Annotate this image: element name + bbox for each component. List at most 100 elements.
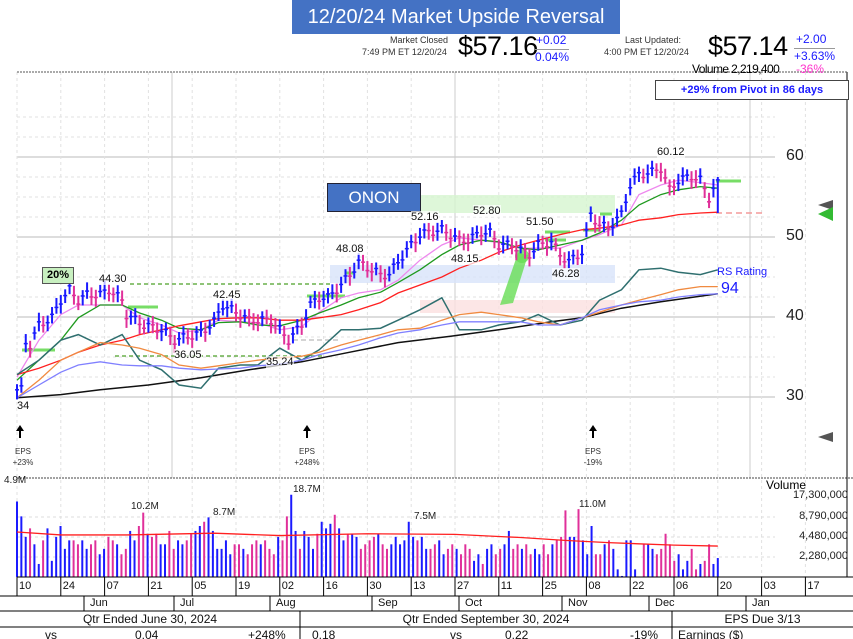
price-axis-label: 60 xyxy=(786,147,804,164)
date-tick-label: 08 xyxy=(588,580,601,592)
after-hours-time: 7:49 PM ET 12/20/24 xyxy=(362,47,447,57)
qtr-cell: vs xyxy=(45,628,57,639)
volume-change-pct: -36% xyxy=(796,62,825,76)
chart-title: 12/20/24 Market Upside Reversal xyxy=(292,0,620,34)
volume-average-line xyxy=(16,531,718,547)
price-change-pct: +3.63% xyxy=(794,48,836,63)
date-tick-label: 25 xyxy=(544,580,557,592)
moving-average-lines xyxy=(16,179,718,399)
date-tick-label: 27 xyxy=(457,580,470,592)
date-tick-label: 07 xyxy=(106,580,119,592)
resistance-zone xyxy=(420,195,615,213)
pivot-note: +29% from Pivot in 86 days xyxy=(655,80,849,100)
support-zone xyxy=(420,300,615,313)
price-label: 60.12 xyxy=(657,146,685,158)
price-label: 51.50 xyxy=(526,216,554,228)
price-axis-label: 40 xyxy=(786,307,804,324)
after-hours-price: $57.16 xyxy=(458,31,538,61)
volume-label: Volume xyxy=(692,62,729,76)
month-label: Nov xyxy=(568,597,588,609)
date-tick-label: 03 xyxy=(763,580,776,592)
grid xyxy=(16,72,806,596)
price-label: 36.05 xyxy=(174,349,202,361)
black-ma-line xyxy=(16,293,718,399)
frame xyxy=(0,71,853,639)
after-hours-change-pct: 0.04% xyxy=(535,49,570,64)
date-tick-label: 06 xyxy=(676,580,689,592)
gain-badge: 20% xyxy=(42,267,74,284)
qtr-cell: Earnings ($) xyxy=(678,628,744,639)
price-label: 52.16 xyxy=(411,211,439,223)
price-label: 35.24 xyxy=(266,356,294,368)
after-hours-status: Market Closed xyxy=(390,35,449,45)
quarter-header: Qtr Ended September 30, 2024 xyxy=(402,612,570,626)
volume-bars xyxy=(16,494,719,577)
price-change: +2.00 xyxy=(796,32,827,46)
volume-peak-label: 10.2M xyxy=(131,501,159,512)
10-day-ma-line xyxy=(16,179,718,378)
volume-axis-label: 4,480,000 xyxy=(799,530,848,542)
buy-marker-icon xyxy=(818,207,833,221)
price-label: 34 xyxy=(17,400,30,412)
date-tick-label: 21 xyxy=(150,580,163,592)
quarter-header: Qtr Ended June 30, 2024 xyxy=(82,612,218,626)
qtr-cell: 0.04 xyxy=(135,628,159,639)
rs-rating-value: 94 xyxy=(721,280,739,297)
month-label: Jul xyxy=(180,597,195,609)
price-label: 46.28 xyxy=(552,268,580,280)
date-tick-label: 20 xyxy=(719,580,733,592)
volume-peak-label: 18.7M xyxy=(293,484,321,495)
month-label: Oct xyxy=(465,597,483,609)
eps-label: EPS xyxy=(584,447,601,456)
rs-line-line xyxy=(16,267,718,390)
price-label: 44.30 xyxy=(99,273,127,285)
eps-change: +23% xyxy=(12,458,34,467)
after-hours-change: +0.02 xyxy=(536,33,567,47)
volume-peak-label: 11.0M xyxy=(579,499,607,510)
volume-value: 2,219,400 xyxy=(731,62,780,76)
eps-label: EPS xyxy=(14,447,31,456)
date-tick-label: 22 xyxy=(632,580,645,592)
price-axis-label: 30 xyxy=(786,387,804,404)
qtr-cell: 0.18 xyxy=(312,628,336,639)
eps-arrow-icon xyxy=(303,425,311,438)
volume-peak-label: 7.5M xyxy=(414,511,437,522)
price-marker-icon xyxy=(818,200,833,210)
price-label: 48.15 xyxy=(451,253,479,265)
base-zone xyxy=(330,265,615,283)
month-label: Jan xyxy=(752,597,770,609)
buy-wedge xyxy=(500,253,528,305)
last-updated-time: 4:00 PM ET 12/20/24 xyxy=(604,47,689,57)
price-bars xyxy=(15,160,720,400)
date-tick-label: 19 xyxy=(238,580,251,592)
orange-ma-line xyxy=(16,285,718,399)
price-label: 42.45 xyxy=(213,289,241,301)
eps-due: EPS Due 3/13 xyxy=(724,612,801,626)
last-updated-label: Last Updated: xyxy=(625,35,682,45)
date-tick-label: 05 xyxy=(194,580,207,592)
volume-axis-label: 8,790,000 xyxy=(799,510,848,522)
eps-arrow-icon xyxy=(16,425,24,438)
date-tick-label: 24 xyxy=(62,580,76,592)
zones xyxy=(22,179,765,357)
qtr-cell: -19% xyxy=(630,628,659,639)
month-label: Jun xyxy=(90,597,108,609)
date-tick-label: 11 xyxy=(500,580,513,592)
date-tick-label: 17 xyxy=(807,580,820,592)
date-tick-label: 16 xyxy=(325,580,338,592)
qtr-cell: 0.22 xyxy=(505,628,529,639)
date-tick-label: 10 xyxy=(19,580,32,592)
symbol-label: ONON xyxy=(327,183,421,212)
month-label: Aug xyxy=(276,597,296,609)
last-price: $57.14 xyxy=(708,31,788,61)
volume-peak-label: 4.9M xyxy=(4,475,27,486)
eps-change: +248% xyxy=(294,458,320,467)
scroll-marker-icon[interactable] xyxy=(818,432,833,442)
rs-rating-label: RS Rating xyxy=(717,266,768,278)
blue-ma-line xyxy=(16,293,718,399)
volume-axis-label: 17,300,000 xyxy=(792,489,848,501)
price-label: 48.08 xyxy=(336,243,364,255)
eps-change: -19% xyxy=(583,458,603,467)
